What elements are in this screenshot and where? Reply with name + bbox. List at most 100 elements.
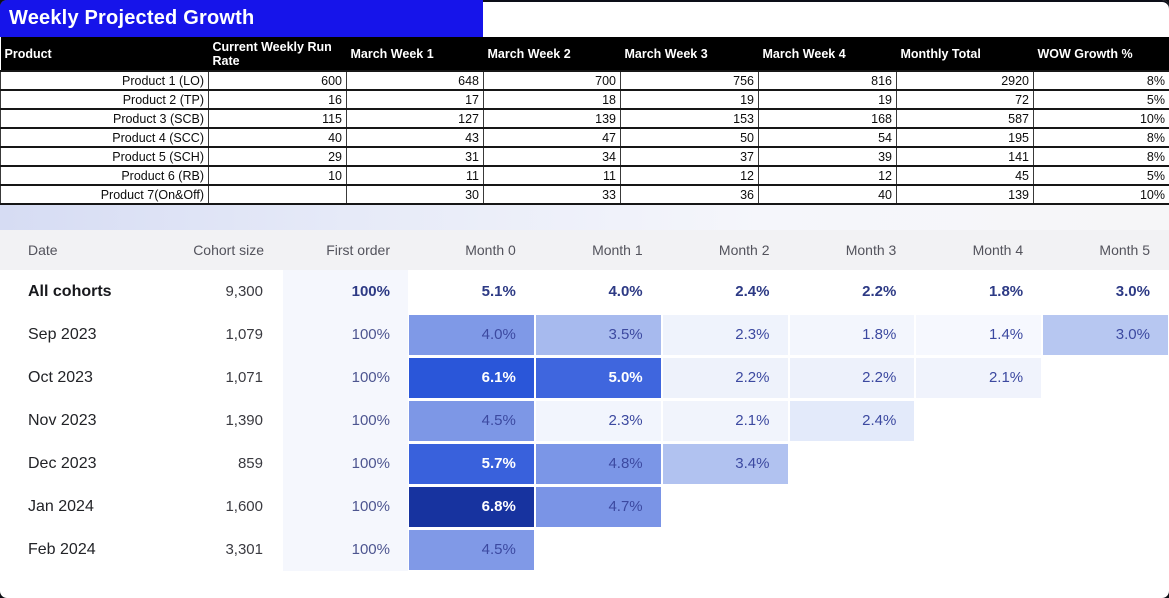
- retention-value: 5.0%: [535, 357, 661, 398]
- retention-value: [916, 444, 1041, 484]
- value-cell[interactable]: 47: [483, 127, 621, 148]
- value-cell[interactable]: 50: [620, 127, 759, 148]
- column-header-product: Product: [0, 37, 209, 71]
- value-cell[interactable]: 45: [896, 165, 1034, 186]
- value-cell[interactable]: 816: [758, 70, 897, 91]
- product-name-cell[interactable]: Product 6 (RB): [0, 165, 209, 186]
- value-cell[interactable]: 40: [758, 184, 897, 205]
- value-cell[interactable]: 10%: [1033, 108, 1169, 129]
- first-order-value: 100%: [283, 313, 408, 356]
- value-cell[interactable]: 648: [346, 70, 484, 91]
- value-cell[interactable]: 8%: [1033, 70, 1169, 91]
- cohort-row: Jan 2024 1,600 100% 6.8% 4.7%: [0, 485, 1169, 528]
- product-name-cell[interactable]: Product 3 (SCB): [0, 108, 209, 129]
- retention-heat-cell: [915, 528, 1042, 571]
- table-row: Product 5 (SCH) 29 31 34 37 39 141 8%: [0, 146, 1169, 167]
- product-name-cell[interactable]: Product 2 (TP): [0, 89, 209, 110]
- retention-value: 4.5%: [409, 529, 534, 570]
- value-cell[interactable]: 153: [620, 108, 759, 129]
- product-name-cell[interactable]: Product 7(On&Off): [0, 184, 209, 205]
- column-header-wow-growth-: WOW Growth %: [1033, 37, 1169, 71]
- cohort-size-value: 859: [237, 455, 263, 472]
- value-cell[interactable]: 8%: [1033, 127, 1169, 148]
- cohort-row: Sep 2023 1,079 100% 4.0% 3.5% 2.3% 1.8% 1.4% 3.0…: [0, 313, 1169, 356]
- retention-heat-cell: 3.4%: [662, 442, 789, 485]
- product-name-cell[interactable]: Product 5 (SCH): [0, 146, 209, 167]
- value-cell[interactable]: 10%: [1033, 184, 1169, 205]
- cohort-row: Dec 2023 859 100% 5.7% 4.8% 3.4%: [0, 442, 1169, 485]
- value-cell[interactable]: 141: [896, 146, 1034, 167]
- value-cell[interactable]: 195: [896, 127, 1034, 148]
- value-cell[interactable]: 18: [483, 89, 621, 110]
- value-cell[interactable]: 72: [896, 89, 1034, 110]
- value-cell[interactable]: 39: [758, 146, 897, 167]
- value-cell[interactable]: 17: [346, 89, 484, 110]
- cohort-row: Oct 2023 1,071 100% 6.1% 5.0% 2.2% 2.2% 2.1%: [0, 356, 1169, 399]
- value-cell[interactable]: 12: [620, 165, 759, 186]
- value-cell[interactable]: 54: [758, 127, 897, 148]
- retention-value: 2.2%: [662, 357, 788, 398]
- cohort-row: All cohorts 9,300 100% 5.1% 4.0% 2.4% 2.2% 1.8%…: [0, 270, 1169, 313]
- product-name-cell[interactable]: Product 1 (LO): [0, 70, 209, 91]
- value-cell[interactable]: 600: [208, 70, 347, 91]
- retention-value: 2.3%: [535, 400, 661, 441]
- value-cell[interactable]: 34: [483, 146, 621, 167]
- cohort-date-label: Dec 2023: [28, 454, 97, 472]
- cohort-date-label: Nov 2023: [28, 411, 97, 429]
- cohort-column-header-first-order: First order: [326, 242, 390, 258]
- retention-value: 2.2%: [789, 357, 915, 398]
- retention-heat-cell: 3.0%: [1042, 313, 1169, 356]
- value-cell[interactable]: 12: [758, 165, 897, 186]
- value-cell[interactable]: 587: [896, 108, 1034, 129]
- value-cell[interactable]: 139: [483, 108, 621, 129]
- retention-value: [790, 487, 915, 527]
- product-name-cell[interactable]: Product 4 (SCC): [0, 127, 209, 148]
- value-cell[interactable]: 5%: [1033, 165, 1169, 186]
- cohort-column-header-month-4: Month 4: [972, 242, 1024, 258]
- value-cell[interactable]: 37: [620, 146, 759, 167]
- value-cell[interactable]: 33: [483, 184, 621, 205]
- value-cell[interactable]: 756: [620, 70, 759, 91]
- retention-value: 2.1%: [662, 400, 788, 441]
- value-cell[interactable]: 31: [346, 146, 484, 167]
- value-cell[interactable]: 139: [896, 184, 1034, 205]
- retention-heat-cell: 4.7%: [535, 485, 662, 528]
- retention-value: 4.0%: [409, 314, 534, 355]
- value-cell[interactable]: 19: [758, 89, 897, 110]
- value-cell[interactable]: 8%: [1033, 146, 1169, 167]
- value-cell[interactable]: 40: [208, 127, 347, 148]
- retention-heat-cell: 2.1%: [662, 399, 789, 442]
- retention-value: 2.2%: [862, 283, 897, 300]
- value-cell[interactable]: 36: [620, 184, 759, 205]
- cohort-column-header-month-3: Month 3: [845, 242, 897, 258]
- value-cell[interactable]: 700: [483, 70, 621, 91]
- cohort-row: Nov 2023 1,390 100% 4.5% 2.3% 2.1% 2.4%: [0, 399, 1169, 442]
- retention-value: [1043, 444, 1168, 484]
- value-cell[interactable]: 16: [208, 89, 347, 110]
- retention-heat-cell: [1042, 399, 1169, 442]
- value-cell[interactable]: 168: [758, 108, 897, 129]
- value-cell[interactable]: 30: [346, 184, 484, 205]
- value-cell[interactable]: 19: [620, 89, 759, 110]
- retention-heat-cell: 4.8%: [535, 442, 662, 485]
- retention-heat-cell: [1042, 528, 1169, 571]
- retention-value: 6.8%: [409, 486, 534, 527]
- retention-heat-cell: [915, 442, 1042, 485]
- value-cell[interactable]: 115: [208, 108, 347, 129]
- cohort-column-header-month-5: Month 5: [1099, 242, 1150, 258]
- value-cell[interactable]: 11: [346, 165, 484, 186]
- value-cell[interactable]: 127: [346, 108, 484, 129]
- retention-heat-cell: 3.0%: [1042, 270, 1169, 313]
- retention-value: 5.7%: [409, 443, 534, 484]
- value-cell[interactable]: 2920: [896, 70, 1034, 91]
- value-cell[interactable]: [208, 184, 347, 205]
- value-cell[interactable]: 29: [208, 146, 347, 167]
- value-cell[interactable]: 10: [208, 165, 347, 186]
- retention-heat-cell: 3.5%: [535, 313, 662, 356]
- value-cell[interactable]: 43: [346, 127, 484, 148]
- value-cell[interactable]: 11: [483, 165, 621, 186]
- retention-value: [1043, 358, 1168, 398]
- retention-heat-cell: 2.4%: [662, 270, 789, 313]
- value-cell[interactable]: 5%: [1033, 89, 1169, 110]
